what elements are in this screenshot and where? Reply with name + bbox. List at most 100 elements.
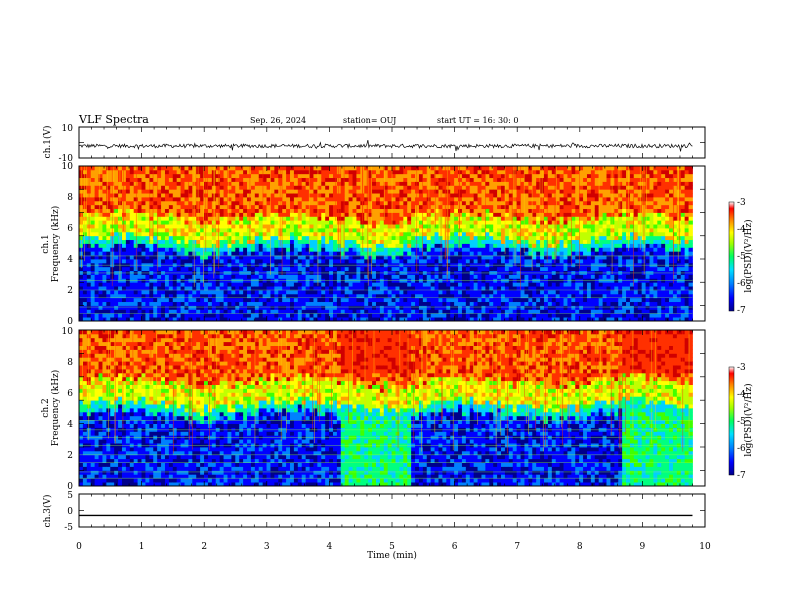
spectrogram-cell: [149, 313, 154, 318]
spectrogram-cell: [94, 286, 99, 291]
spectrogram-cell: [278, 305, 283, 310]
spectrogram-cell: [332, 247, 338, 252]
spectrogram-cell: [188, 297, 193, 303]
spectrogram-cell: [215, 309, 221, 314]
spectrogram-cell: [290, 208, 295, 213]
spectrogram-cell: [200, 282, 205, 287]
spectrogram-cell: [293, 317, 299, 321]
spectrogram-cell: [94, 309, 99, 314]
spectrogram-cell: [145, 301, 150, 306]
spectrogram-cell: [418, 290, 424, 295]
spectrogram-cell: [82, 247, 88, 252]
spectrogram-cell: [340, 247, 346, 252]
spectrogram-cell: [172, 185, 178, 190]
spectrogram-cell: [133, 197, 139, 202]
spectrogram-cell: [317, 290, 322, 295]
spectrogram-cell: [114, 266, 119, 272]
spectrogram-cell: [106, 169, 111, 175]
spectrogram-cell: [477, 266, 482, 272]
spectrogram-cell: [102, 286, 107, 291]
spectrogram-cell: [184, 239, 189, 244]
spectrogram-cell: [266, 189, 271, 194]
spectrogram-cell: [469, 228, 475, 233]
spectrogram-cell: [536, 317, 541, 321]
spectrogram-cell: [200, 200, 205, 206]
spectrogram-cell: [290, 224, 295, 229]
spectrogram-cell: [493, 266, 498, 272]
spectrogram-cell: [352, 169, 357, 175]
spectrogram-cell: [250, 231, 256, 237]
spectrogram-cell: [297, 293, 303, 299]
spectrogram-cell: [395, 228, 400, 233]
spectrogram-cell: [297, 200, 303, 206]
spectrogram-cell: [418, 204, 424, 210]
spectrogram-cell: [387, 293, 392, 299]
spectrogram-cell: [114, 204, 119, 210]
spectrogram-cell: [313, 189, 318, 194]
spectrogram-cell: [391, 228, 396, 233]
spectrogram-cell: [243, 317, 248, 321]
spectrogram-cell: [157, 185, 162, 190]
spectrogram-cell: [477, 305, 482, 310]
spectrogram-cell: [149, 212, 154, 217]
spectrogram-cell: [426, 313, 432, 318]
spectrogram-cell: [418, 274, 424, 279]
spectrogram-cell: [540, 255, 545, 260]
spectrogram-cell: [438, 216, 443, 221]
spectrogram-cell: [508, 235, 514, 241]
spectrogram-cell: [379, 204, 385, 210]
spectrogram-cell: [520, 204, 525, 210]
spectrogram-cell: [364, 255, 369, 260]
spectrogram-cell: [204, 189, 209, 194]
spectrogram-cell: [536, 220, 541, 225]
spectrogram-cell: [383, 259, 389, 264]
spectrogram-cell: [141, 177, 146, 182]
spectrogram-cell: [434, 185, 439, 190]
spectrogram-cell: [501, 309, 506, 314]
spectrogram-cell: [321, 197, 326, 202]
spectrogram-cell: [153, 243, 158, 248]
spectrogram-cell: [290, 282, 295, 287]
spectrogram-cell: [375, 297, 381, 303]
spectrogram-cell: [243, 274, 248, 279]
spectrogram-cell: [540, 228, 545, 233]
spectrogram-cell: [375, 181, 381, 186]
spectrogram-cell: [481, 305, 486, 310]
spectrogram-cell: [94, 224, 99, 229]
spectrogram-cell: [465, 243, 471, 248]
spectrogram-cell: [473, 309, 478, 314]
ch1-ytick-top: 10: [62, 124, 74, 134]
spectrogram-cell: [317, 235, 322, 241]
spectrogram-cell: [407, 247, 412, 252]
spectrogram-cell: [301, 313, 307, 318]
spectrogram-cell: [485, 259, 490, 264]
spectrogram-cell: [309, 290, 314, 295]
spectrogram-cell: [547, 305, 553, 310]
spectrogram-cell: [430, 177, 435, 182]
spectrogram-cell: [348, 290, 353, 295]
spectrogram-cell: [364, 293, 369, 299]
spectrogram-cell: [250, 239, 256, 244]
spectrogram-cell: [360, 266, 365, 272]
spectrogram-cell: [422, 301, 428, 306]
spectrogram-cell: [188, 197, 193, 202]
spectrogram-cell: [133, 200, 139, 206]
spectrogram-cell: [215, 208, 221, 213]
spectrogram-cell: [141, 173, 146, 179]
spectrogram-cell: [215, 173, 221, 179]
spectrogram-cell: [223, 247, 228, 252]
spectrogram-cell: [90, 204, 96, 210]
spectrogram-cell: [317, 224, 322, 229]
spectrogram-cell: [200, 243, 205, 248]
spectrogram-cell: [254, 243, 260, 248]
spectrogram-cell: [375, 204, 381, 210]
spectrogram-cell: [243, 297, 248, 303]
spectrogram-cell: [254, 297, 260, 303]
spectrogram-cell: [270, 177, 275, 182]
spectrogram-cell: [442, 224, 447, 229]
spectrogram-cell: [270, 290, 275, 295]
spectrogram-cell: [485, 189, 490, 194]
spectrogram-cell: [125, 293, 131, 299]
spectrogram-cell: [219, 313, 224, 318]
spectrogram-cell: [403, 293, 408, 299]
